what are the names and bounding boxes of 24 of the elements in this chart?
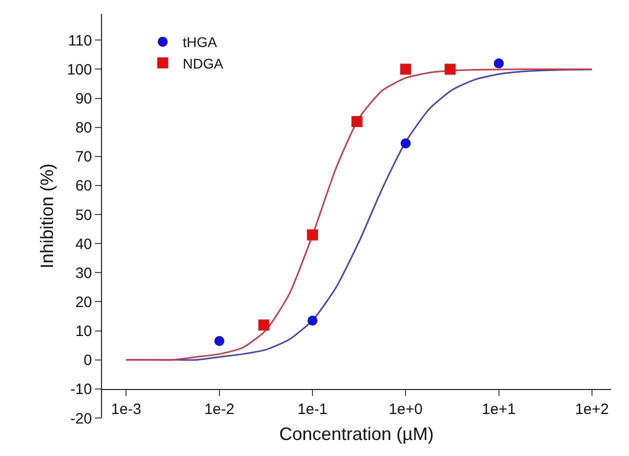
y-tick-label: 50	[75, 206, 92, 224]
y-tick-label: 100	[66, 61, 92, 78]
legend-label: tHGA	[182, 34, 218, 50]
y-tick-label: 30	[75, 264, 92, 282]
x-tick-label: 1e+0	[388, 400, 423, 418]
y-tick-label: -20	[70, 410, 92, 428]
y-tick-label: 10	[75, 323, 92, 340]
x-tick-label: 1e-1	[297, 400, 328, 418]
x-axis-title: Concentration (µM)	[279, 424, 434, 444]
y-axis-title: Inhibition (%)	[37, 163, 58, 269]
y-tick-label: 70	[75, 148, 92, 166]
y-tick-label: 40	[75, 236, 92, 253]
y-tick-label: -10	[70, 381, 92, 398]
y-tick-label: 0	[84, 352, 92, 370]
legend-label: NDGA	[182, 55, 224, 72]
y-tick-label: 60	[75, 178, 92, 195]
x-tick-label: 1e+1	[482, 400, 516, 418]
y-tick-label: 90	[75, 90, 92, 108]
y-tick-label: 80	[75, 120, 92, 137]
y-tick-label: 20	[75, 294, 92, 311]
x-tick-label: 1e-2	[204, 400, 234, 418]
x-tick-label: 1e-3	[111, 400, 142, 418]
x-tick-label: 1e+2	[575, 400, 609, 418]
y-tick-label: 110	[68, 32, 92, 50]
